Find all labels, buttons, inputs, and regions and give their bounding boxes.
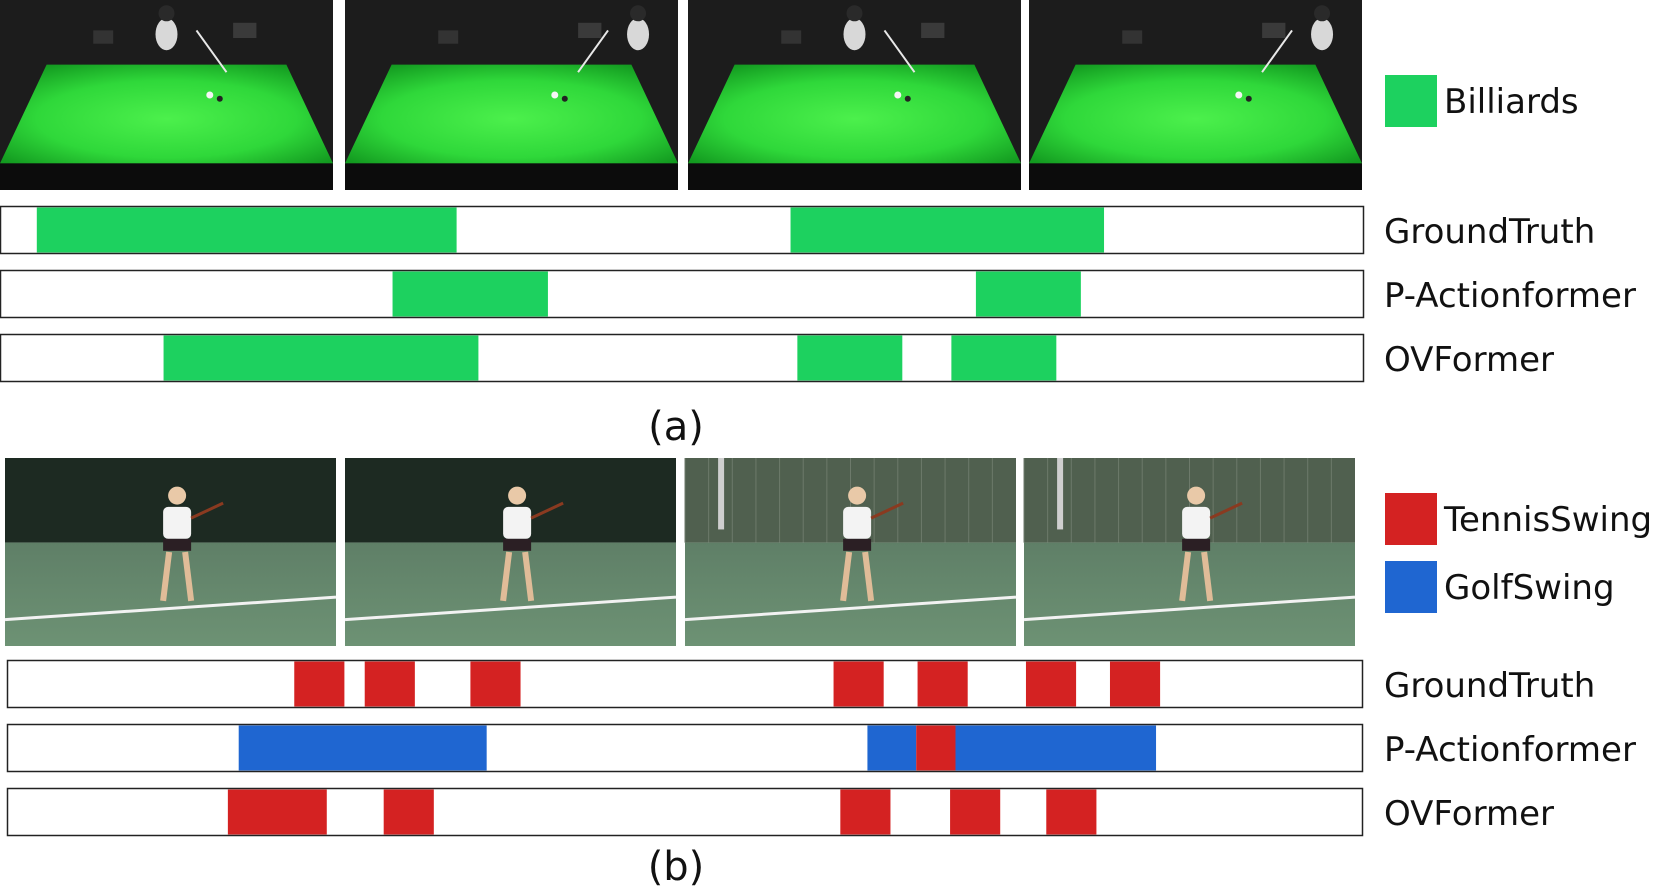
legend-label: GolfSwing	[1444, 568, 1615, 608]
timeline-track	[6, 723, 1364, 773]
action-segment	[916, 725, 956, 771]
timeline-track	[0, 269, 1365, 319]
legend-label: Billiards	[1444, 82, 1579, 122]
action-segment	[833, 661, 884, 707]
panel-caption: (a)	[648, 404, 704, 450]
action-segment	[470, 661, 521, 707]
action-segment	[790, 207, 1105, 253]
action-segment	[227, 789, 327, 835]
action-segment	[1046, 789, 1097, 835]
action-segment	[951, 335, 1057, 381]
action-segment	[163, 335, 479, 381]
legend-label: TennisSwing	[1443, 500, 1652, 540]
action-segment	[36, 207, 457, 253]
action-segment	[383, 789, 434, 835]
panel-b: TennisSwing GolfSwing GroundTruth P-Actionf…	[4, 458, 1652, 890]
action-segment	[917, 661, 968, 707]
row-label: GroundTruth	[1384, 666, 1595, 706]
row-label: OVFormer	[1384, 794, 1554, 834]
action-segment	[238, 725, 487, 771]
legend-swatch	[1385, 561, 1437, 613]
action-segment	[955, 725, 1157, 771]
action-segment	[797, 335, 903, 381]
video-frame	[344, 458, 677, 646]
action-segment	[975, 271, 1081, 317]
timeline-row: P-Actionformer	[0, 269, 1636, 319]
row-label: OVFormer	[1384, 340, 1554, 380]
video-frame	[345, 0, 678, 190]
action-segment	[840, 789, 891, 835]
timeline-track	[6, 787, 1364, 837]
action-segment	[392, 271, 548, 317]
legend-swatch	[1385, 493, 1437, 545]
action-segment	[1025, 661, 1077, 707]
action-segment	[294, 661, 345, 707]
row-label: P-Actionformer	[1384, 730, 1636, 770]
video-frame	[1023, 458, 1356, 646]
action-segment	[950, 789, 1001, 835]
video-frame	[684, 458, 1017, 646]
row-label: P-Actionformer	[1384, 276, 1636, 316]
action-segment	[1109, 661, 1161, 707]
timeline-row: OVFormer	[6, 787, 1554, 837]
timeline-row: OVFormer	[0, 333, 1554, 383]
timeline-row: P-Actionformer	[6, 723, 1636, 773]
row-label: GroundTruth	[1384, 212, 1595, 252]
video-frame	[1029, 0, 1362, 190]
action-segment	[867, 725, 917, 771]
legend-swatch	[1385, 75, 1437, 127]
video-frame	[4, 458, 337, 646]
panel-a: Billiards GroundTruth P-Actionformer OVForm…	[0, 0, 1636, 450]
panel-caption: (b)	[648, 844, 705, 890]
timeline-row: GroundTruth	[6, 659, 1595, 709]
action-segment	[364, 661, 415, 707]
video-frame	[0, 0, 333, 190]
video-frame	[688, 0, 1021, 190]
timeline-row: GroundTruth	[0, 205, 1595, 255]
